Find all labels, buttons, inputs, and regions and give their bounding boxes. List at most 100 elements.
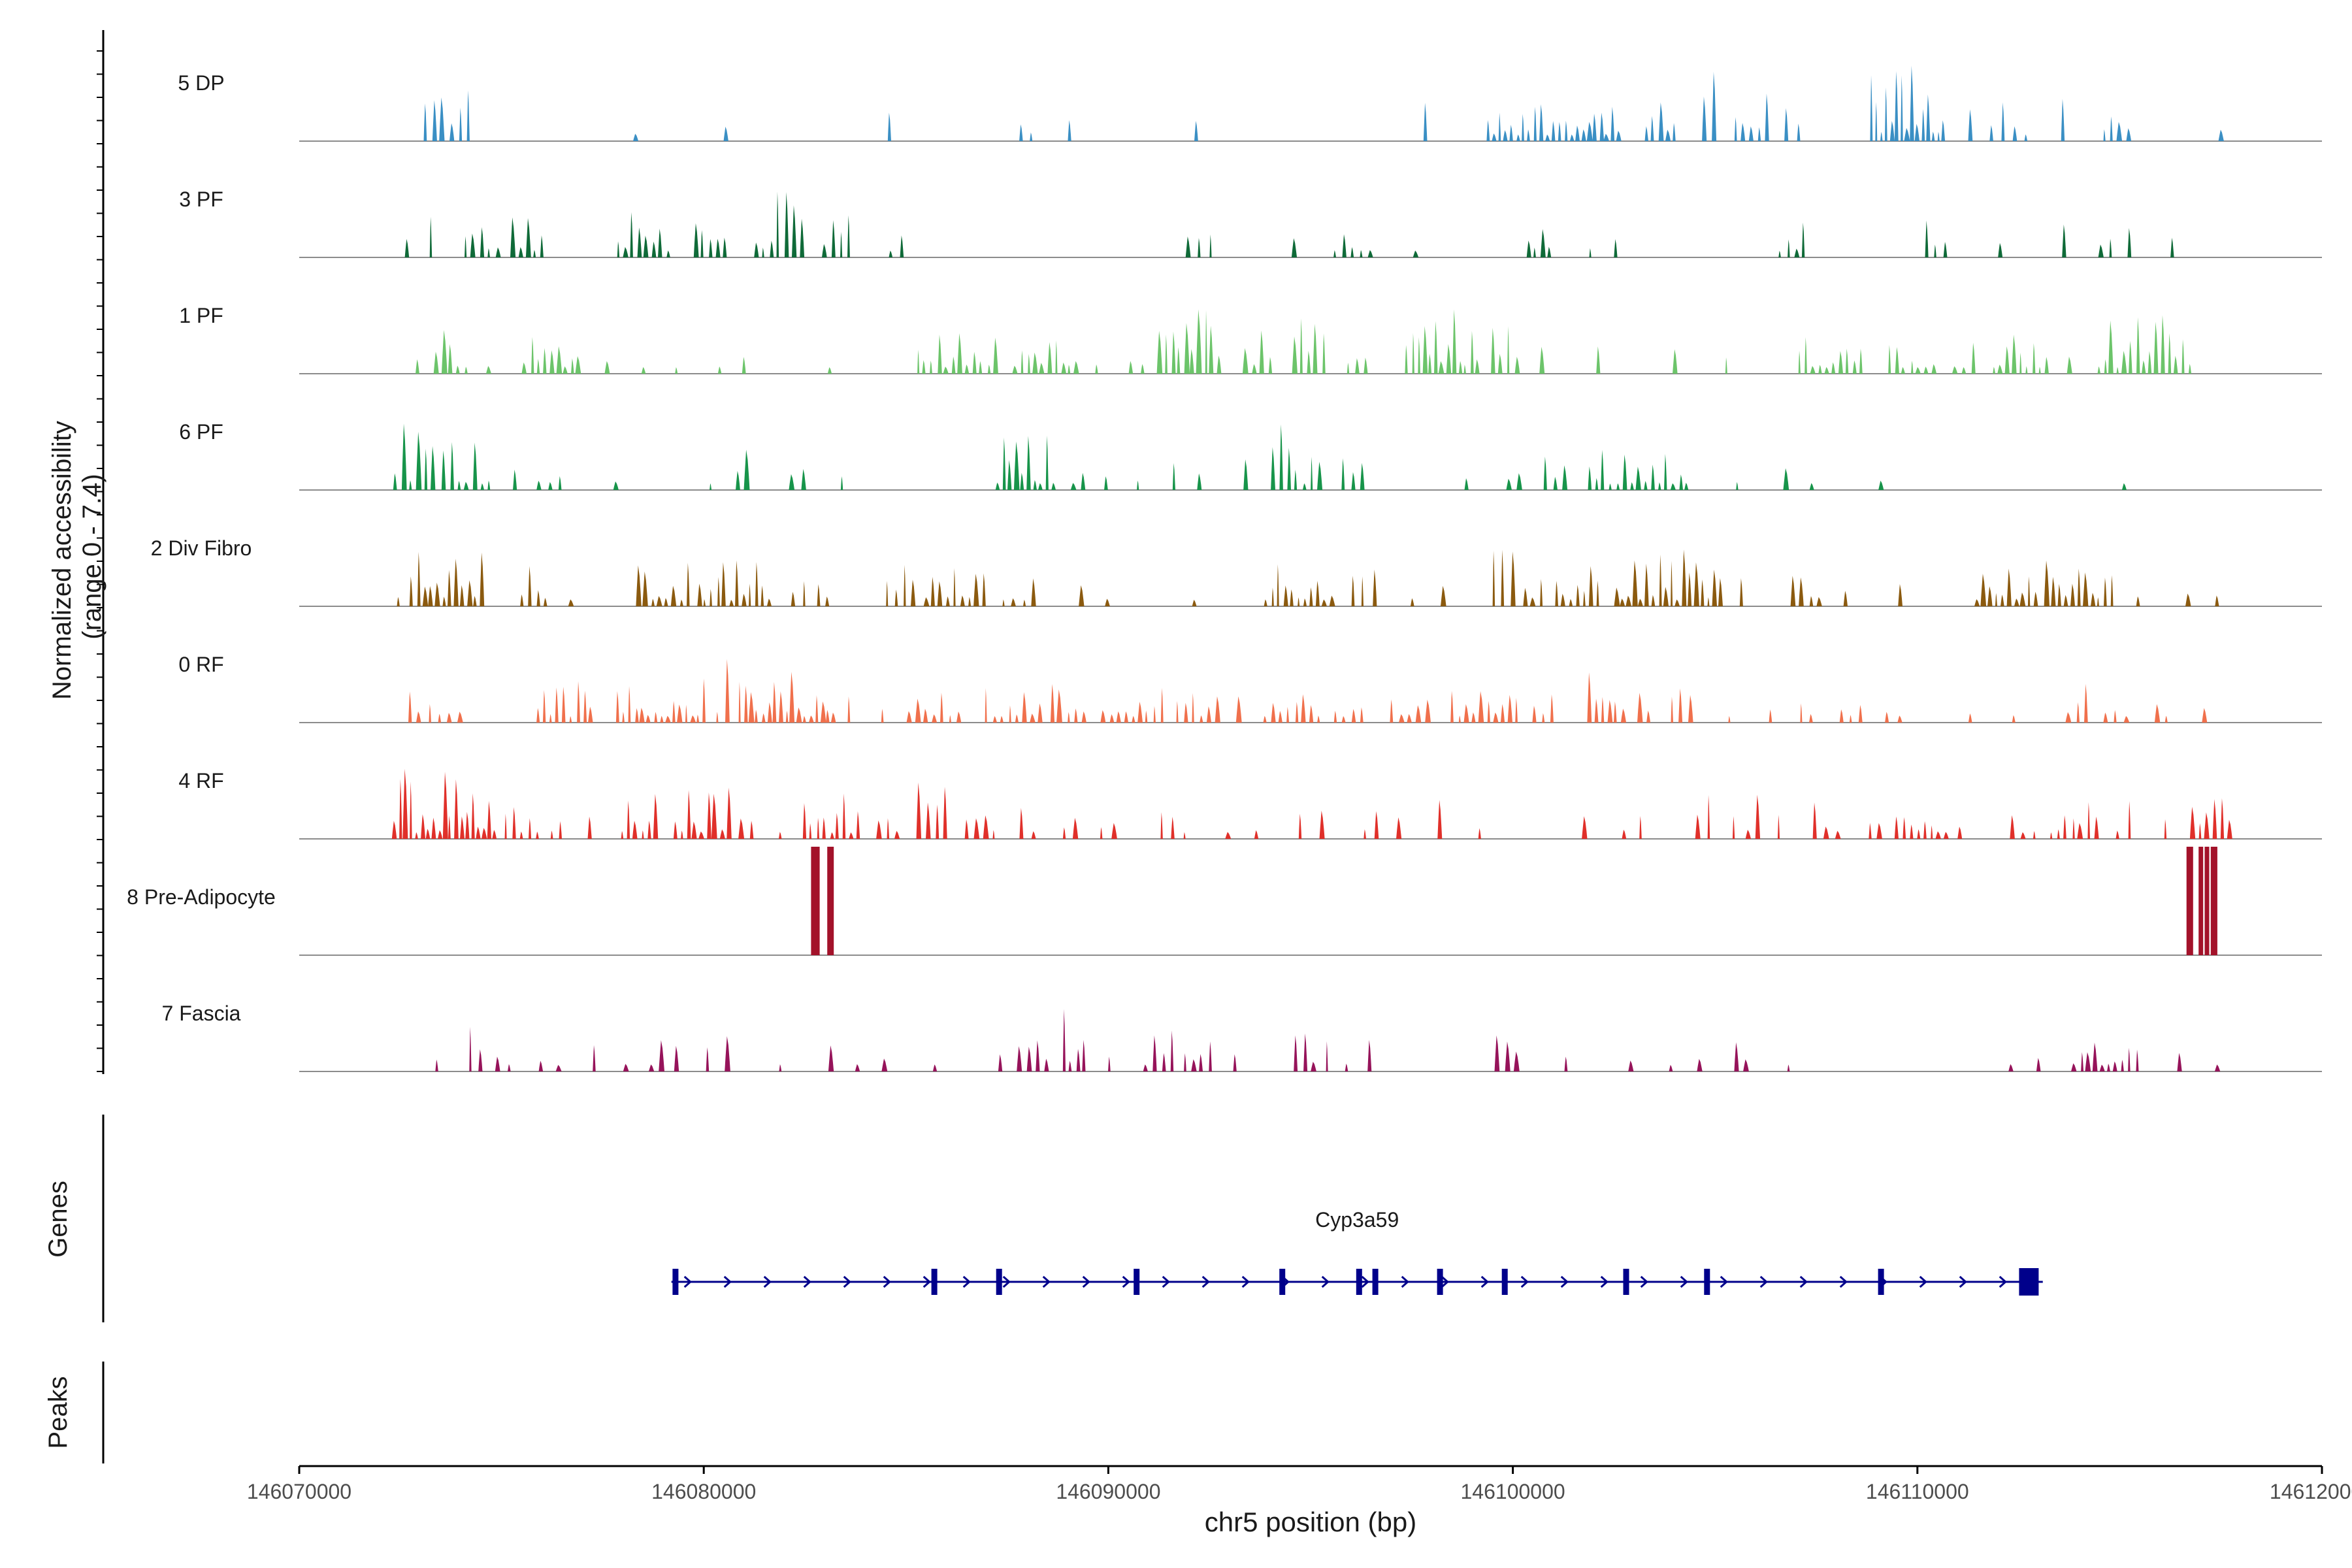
peak-4-rf (2057, 829, 2060, 839)
peak-6-pf (1279, 424, 1283, 490)
peak-7-fascia (881, 1058, 888, 1071)
peak-1-pf (675, 367, 678, 374)
peak-3-pf (666, 250, 670, 257)
peak-1-pf (531, 336, 534, 374)
peak-7-fascia (1669, 1064, 1673, 1071)
peak-0-rf (1550, 694, 1554, 723)
peak-4-rf (673, 821, 678, 839)
peak-2-div-fibro (1351, 576, 1355, 606)
peak-2-div-fibro (459, 585, 465, 606)
peak-6-pf (1172, 463, 1175, 490)
peak-3-pf (1998, 242, 2003, 257)
peak-0-rf (1678, 688, 1683, 723)
peak-7-fascia (1108, 1056, 1111, 1071)
peak-5-dp (1527, 129, 1530, 141)
peak-5-dp (1019, 124, 1023, 141)
gene-layer: Cyp3a59 (671, 1208, 2043, 1296)
peak-4-rf (707, 792, 711, 839)
peak-5-dp (1665, 129, 1671, 141)
peak-1-pf (1514, 357, 1520, 374)
peak-7-fascia (1513, 1051, 1520, 1071)
peak-0-rf (825, 710, 830, 723)
peak-0-rf (1081, 711, 1086, 723)
peak-4-rf (1823, 826, 1829, 839)
peak-6-pf (457, 481, 461, 490)
peak-0-rf (696, 714, 700, 723)
peak-1-pf (1217, 355, 1222, 374)
peak-1-pf (1068, 365, 1071, 374)
peak-4-rf (2020, 832, 2026, 839)
peak-0-rf (915, 698, 921, 723)
peak-0-rf (1215, 696, 1220, 723)
peak-6-pf (1553, 476, 1558, 490)
peak-6-pf (1622, 454, 1627, 490)
peak-4-rf (2072, 818, 2075, 839)
peak-3-pf (1778, 250, 1781, 257)
peak-0-rf (906, 711, 912, 723)
peak-1-pf (951, 356, 956, 374)
peak-1-pf (1993, 367, 1995, 374)
peak-5-dp (1901, 75, 1903, 141)
peak-4-rf (1171, 817, 1175, 839)
peak-3-pf (1801, 222, 1805, 257)
peak-3-pf (840, 231, 843, 257)
peak-7-fascia (1017, 1046, 1022, 1071)
peak-4-rf (1183, 832, 1186, 839)
peak-3-pf (2062, 224, 2066, 257)
peak-7-fascia (555, 1065, 562, 1071)
peak-0-rf (881, 708, 884, 723)
peak-0-rf (583, 691, 587, 723)
peak-2-div-fibro (397, 596, 400, 606)
peak-6-pf (536, 480, 542, 490)
peak-0-rf (542, 690, 546, 723)
peak-2-div-fibro (1329, 595, 1335, 606)
peak-0-rf (1341, 716, 1346, 723)
exon (996, 1269, 1002, 1295)
peak-1-pf (1971, 342, 1976, 374)
peak-0-rf (1478, 691, 1484, 723)
peak-4-rf (1072, 817, 1079, 839)
strand-arrow (763, 1275, 772, 1288)
peak-2-div-fibro (448, 570, 451, 606)
peak-3-pf (900, 235, 904, 257)
peak-7-fascia (1345, 1064, 1348, 1071)
peak-0-rf (762, 713, 766, 723)
peak-0-rf (802, 715, 806, 723)
peak-0-rf (1607, 700, 1613, 723)
peak-6-pf (393, 473, 397, 490)
strand-arrow (1680, 1275, 1688, 1288)
peak-0-rf (956, 711, 962, 723)
track-label-8-pre-adipocyte: 8 Pre-Adipocyte (127, 885, 276, 909)
peak-4-rf (487, 800, 491, 839)
peak-4-rf (856, 811, 860, 839)
peak-1-pf (1165, 335, 1168, 374)
peak-6-pf (1644, 481, 1648, 490)
peak-4-rf (936, 804, 939, 839)
peak-2-div-fibro (2027, 576, 2031, 606)
peak-5-dp (1486, 120, 1490, 141)
peak-3-pf (2170, 237, 2174, 257)
strand-arrow (1480, 1275, 1489, 1288)
peak-5-dp (1586, 122, 1593, 141)
x-tick-label: 146120000 (2270, 1480, 2352, 1503)
peak-5-dp (2061, 99, 2065, 141)
peak-3-pf (480, 227, 485, 257)
peak-5-dp (1650, 116, 1654, 141)
peak-0-rf (923, 708, 928, 723)
peak-2-div-fibro (1298, 597, 1300, 606)
y-axis-title-line1: Normalized accessibility (48, 421, 76, 700)
peak-6-pf (1033, 480, 1037, 490)
peak-7-fascia (706, 1047, 710, 1071)
peak-1-pf (1458, 361, 1463, 374)
peak-7-fascia (1062, 1009, 1066, 1071)
peak-0-rf (2202, 708, 2208, 723)
peak-4-rf (1031, 831, 1036, 839)
peak-2-div-fibro (1023, 599, 1026, 606)
peak-3-pf (800, 218, 805, 257)
peak-5-dp (1937, 131, 1940, 141)
peak-0-rf (416, 711, 421, 723)
strand-arrow (1560, 1275, 1569, 1288)
peak-3-pf (1540, 229, 1546, 257)
peak-6-pf (1635, 466, 1641, 490)
peak-2-div-fibro (1987, 586, 1993, 606)
